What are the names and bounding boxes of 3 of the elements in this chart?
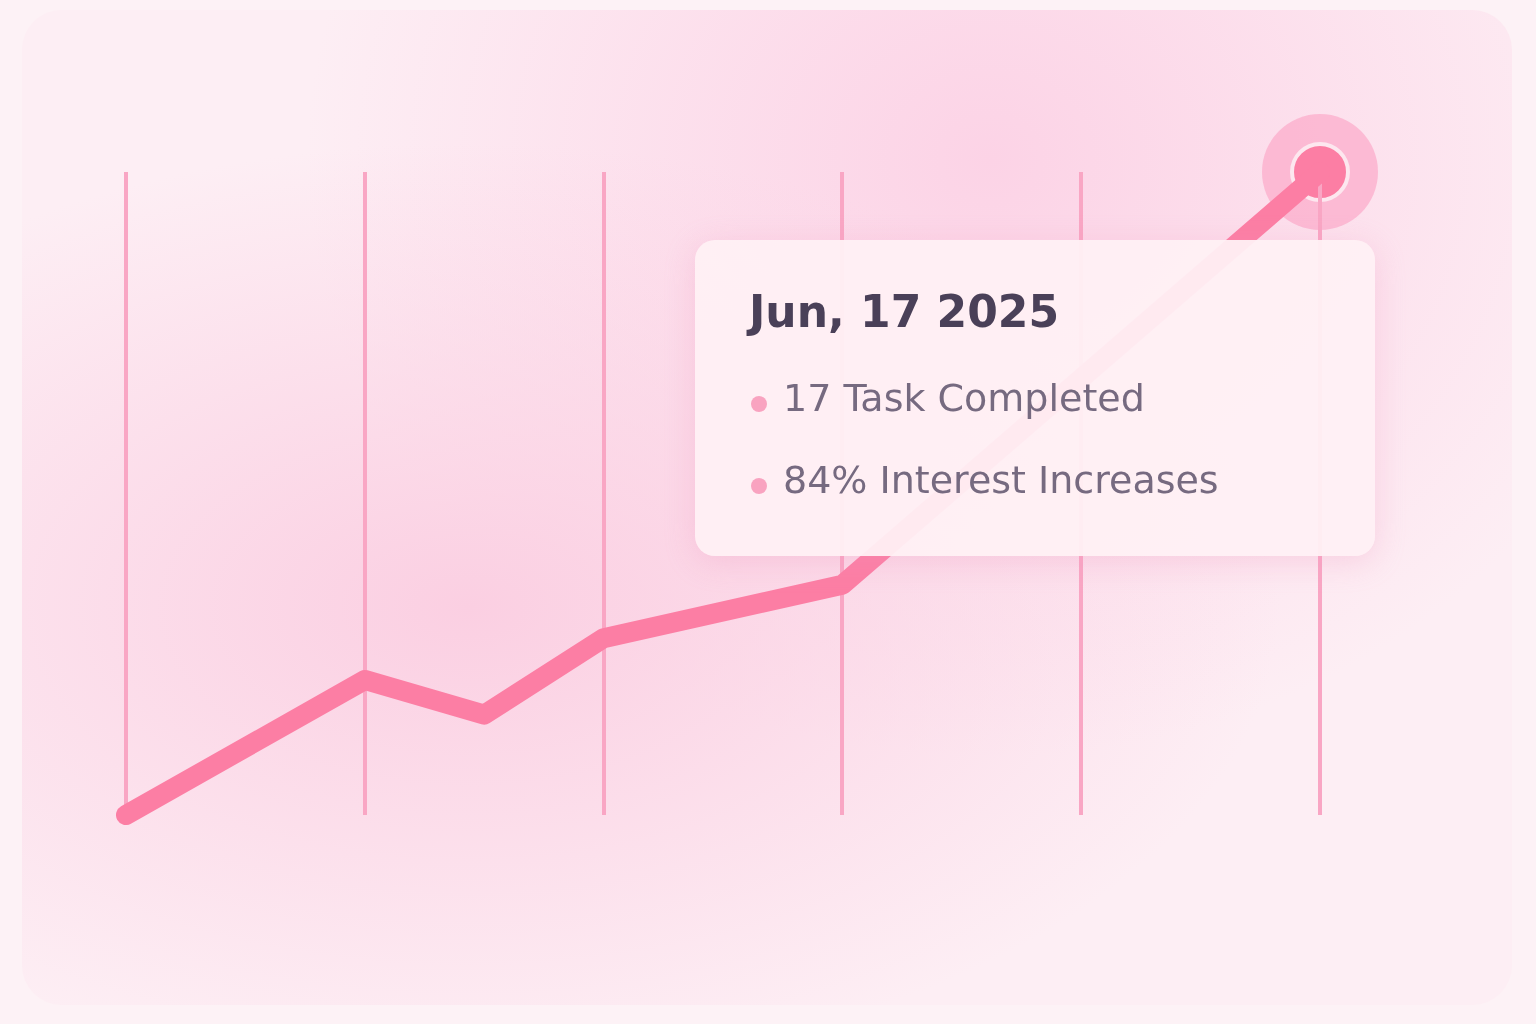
annotation: 84% Interest Increases (783, 458, 1219, 502)
annotation: 17 Task Completed (783, 376, 1145, 420)
tooltip-card: Jun, 17 2025 17 Task Completed 84% Interest Increases (695, 240, 1375, 556)
